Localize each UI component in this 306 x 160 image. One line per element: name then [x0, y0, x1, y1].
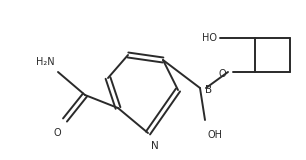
Text: O: O — [53, 128, 61, 138]
Text: N: N — [151, 141, 159, 151]
Text: OH: OH — [208, 130, 223, 140]
Text: O: O — [218, 69, 226, 79]
Text: H₂N: H₂N — [36, 57, 55, 67]
Text: HO: HO — [202, 33, 217, 43]
Text: B: B — [205, 85, 212, 95]
